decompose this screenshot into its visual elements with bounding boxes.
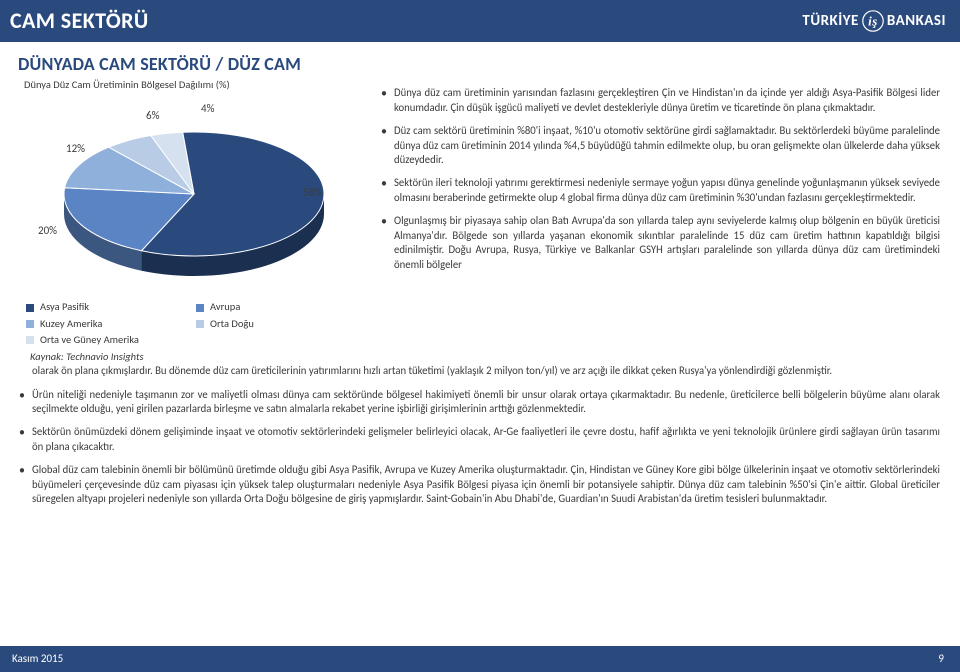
- bullet-item: Olgunlaşmış bir piyasaya sahip olan Batı…: [394, 214, 940, 272]
- page-number: 9: [938, 652, 944, 667]
- legend-item: Asya Pasifik: [26, 300, 196, 314]
- footer-bar: Kasım 2015 9: [0, 646, 960, 672]
- bullets-column: Dünya düz cam üretiminin yarısından fazl…: [380, 78, 942, 281]
- legend-item: Orta ve Güney Amerika: [26, 333, 196, 347]
- swatch-icon: [196, 320, 204, 328]
- pct-label-me: 6%: [146, 109, 159, 124]
- is-logo-icon: iş: [862, 10, 884, 32]
- chart-legend: Asya Pasifik Avrupa Kuzey Amerika Orta D…: [26, 300, 370, 347]
- chart-source: Kaynak: Technavio Insights: [30, 350, 370, 364]
- footer-date: Kasım 2015: [12, 652, 63, 667]
- legend-label: Orta ve Güney Amerika: [40, 333, 139, 347]
- bullet-item: Sektörün önümüzdeki dönem gelişiminde in…: [32, 425, 940, 454]
- chart-title: Dünya Düz Cam Üretiminin Bölgesel Dağılı…: [24, 78, 370, 92]
- swatch-icon: [26, 336, 34, 344]
- legend-label: Avrupa: [210, 300, 240, 314]
- svg-text:iş: iş: [868, 14, 878, 29]
- swatch-icon: [26, 304, 34, 312]
- bullet-list-full: Ürün niteliği nedeniyle taşımanın zor ve…: [18, 388, 942, 507]
- bullet-item: Ürün niteliği nedeniyle taşımanın zor ve…: [32, 388, 940, 417]
- page-body: DÜNYADA CAM SEKTÖRÜ / DÜZ CAM Dünya Düz …: [0, 42, 960, 507]
- bullet-list-top: Dünya düz cam üretiminin yarısından fazl…: [380, 86, 942, 272]
- bank-name-left: TÜRKİYE: [802, 11, 858, 31]
- legend-label: Asya Pasifik: [40, 300, 89, 314]
- page-title: CAM SEKTÖRÜ: [10, 6, 149, 36]
- header-bar: CAM SEKTÖRÜ TÜRKİYE iş BANKASI: [0, 0, 960, 42]
- pie-chart: 58% 20% 12% 6% 4%: [18, 94, 370, 294]
- chart-column: Dünya Düz Cam Üretiminin Bölgesel Dağılı…: [18, 78, 370, 364]
- subheader: DÜNYADA CAM SEKTÖRÜ / DÜZ CAM: [18, 52, 942, 76]
- top-row: Dünya Düz Cam Üretiminin Bölgesel Dağılı…: [18, 78, 942, 364]
- legend-label: Kuzey Amerika: [40, 317, 102, 331]
- pct-label-asia: 58%: [303, 186, 322, 201]
- bank-logo: TÜRKİYE iş BANKASI: [802, 10, 946, 32]
- legend-label: Orta Doğu: [210, 317, 254, 331]
- swatch-icon: [26, 320, 34, 328]
- continuation-text: olarak ön plana çıkmışlardır. Bu dönemde…: [32, 364, 940, 378]
- bullet-item: Düz cam sektörü üretiminin %80'i inşaat,…: [394, 124, 940, 167]
- bullet-item: Dünya düz cam üretiminin yarısından fazl…: [394, 86, 940, 115]
- swatch-icon: [196, 304, 204, 312]
- legend-item: Orta Doğu: [196, 317, 366, 331]
- pct-label-na: 12%: [66, 142, 85, 157]
- pct-label-sa: 4%: [201, 102, 214, 117]
- bullet-item: Sektörün ileri teknoloji yatırımı gerekt…: [394, 176, 940, 205]
- bank-name-right: BANKASI: [887, 11, 946, 31]
- bullet-item: Global düz cam talebinin önemli bir bölü…: [32, 463, 940, 506]
- pct-label-europe: 20%: [38, 224, 57, 239]
- legend-item: Kuzey Amerika: [26, 317, 196, 331]
- legend-item: Avrupa: [196, 300, 366, 314]
